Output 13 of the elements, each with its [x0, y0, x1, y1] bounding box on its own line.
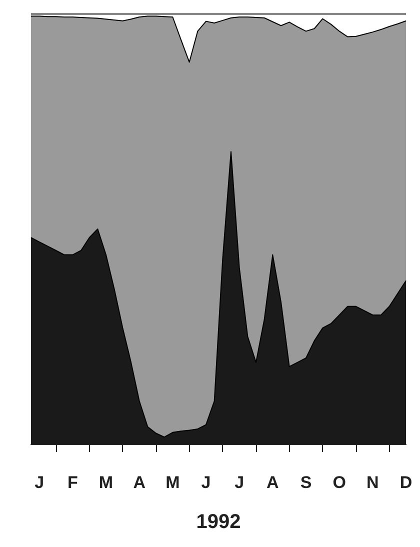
- x-tick-label: S: [300, 473, 312, 492]
- x-tick-label: J: [201, 473, 211, 492]
- x-tick-label: J: [34, 473, 44, 492]
- x-tick-label: A: [133, 473, 146, 492]
- x-tick-label: M: [98, 473, 114, 492]
- x-axis-title: 1992: [196, 511, 241, 533]
- x-tick-label: N: [366, 473, 379, 492]
- x-tick-label: F: [67, 473, 78, 492]
- x-tick-label: M: [166, 473, 180, 492]
- x-tick-label: O: [332, 473, 346, 492]
- x-tick-label: J: [234, 473, 244, 492]
- x-tick-label: D: [400, 473, 412, 492]
- x-tick-label: A: [266, 473, 279, 492]
